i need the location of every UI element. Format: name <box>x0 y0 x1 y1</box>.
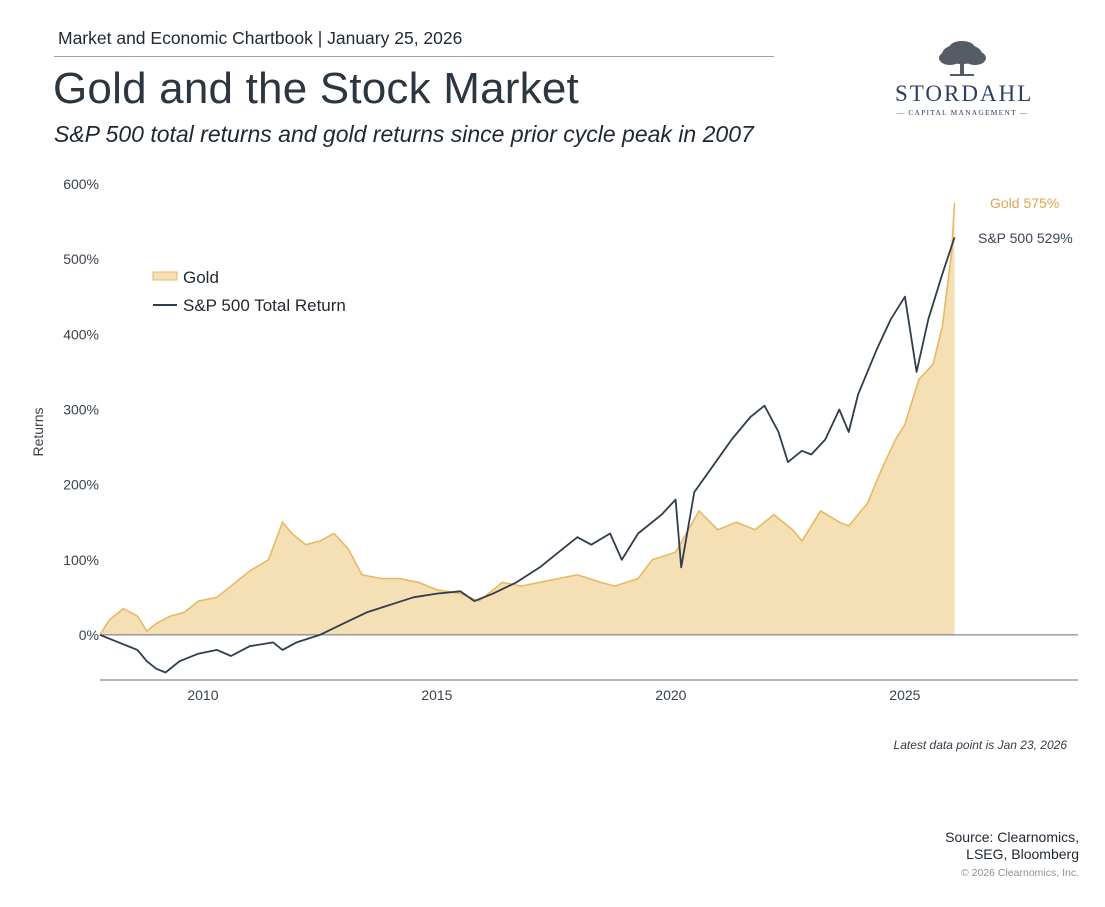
source-note: Source: Clearnomics, LSEG, Bloomberg <box>945 829 1079 863</box>
y-tick-label: 100% <box>63 552 99 568</box>
y-tick-label: 200% <box>63 477 99 493</box>
logo-tagline: — CAPITAL MANAGEMENT — <box>896 108 1029 117</box>
y-tick-label: 0% <box>79 627 99 643</box>
tree-icon <box>939 41 986 76</box>
y-tick-label: 400% <box>63 326 99 342</box>
copyright: © 2026 Clearnomics, Inc. <box>960 867 1079 879</box>
company-logo: STORDAHL — CAPITAL MANAGEMENT — <box>895 40 1034 120</box>
chartbook-header: Market and Economic Chartbook | January … <box>58 28 463 48</box>
x-tick-label: 2010 <box>187 687 218 703</box>
legend-gold-swatch <box>152 271 178 281</box>
legend-gold-label: Gold <box>183 268 219 287</box>
sp500-end-label: S&P 500 529% <box>978 230 1073 246</box>
legend-sp500-label: S&P 500 Total Return <box>183 296 346 315</box>
source-line-2: LSEG, Bloomberg <box>966 846 1079 862</box>
header-divider <box>54 56 774 57</box>
page-subtitle: S&P 500 total returns and gold returns s… <box>54 121 754 147</box>
logo-tagline-text: CAPITAL MANAGEMENT <box>908 108 1017 117</box>
gold-area-outline <box>99 202 956 636</box>
gold-area-series <box>100 202 955 635</box>
y-tick-label: 500% <box>63 251 99 267</box>
latest-data-note: Latest data point is Jan 23, 2026 <box>893 738 1067 752</box>
y-tick-label: 600% <box>63 176 99 192</box>
x-tick-label: 2015 <box>421 687 452 703</box>
logo-wordmark: STORDAHL <box>895 81 1034 106</box>
sp500-line-series <box>99 237 956 674</box>
source-line-1: Source: Clearnomics, <box>945 829 1079 845</box>
x-tick-label: 2025 <box>889 687 920 703</box>
chart-legend: Gold S&P 500 Total Return <box>152 268 346 315</box>
gold-end-label: Gold 575% <box>990 195 1059 211</box>
y-tick-label: 300% <box>63 401 99 417</box>
x-tick-label: 2020 <box>655 687 686 703</box>
y-axis-label: Returns <box>30 407 46 456</box>
page-title: Gold and the Stock Market <box>53 64 579 113</box>
